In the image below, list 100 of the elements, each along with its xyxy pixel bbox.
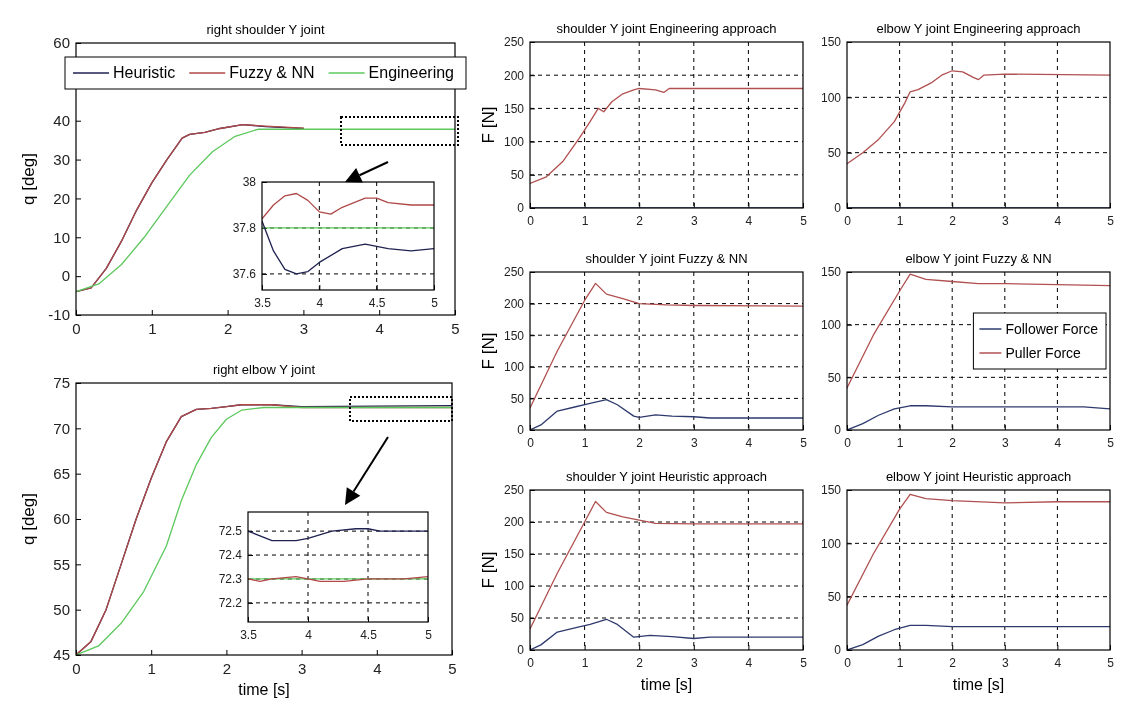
chart-title: elbow Y joint Heuristic approach — [885, 469, 1072, 484]
x-tick-label: 4.5 — [368, 295, 386, 310]
x-tick-label: 5 — [451, 319, 460, 337]
y-tick-label: 70 — [53, 419, 70, 437]
x-tick-label: 4 — [1054, 435, 1062, 450]
x-tick-label: 1 — [581, 435, 589, 450]
x-tick-label: 2 — [636, 435, 644, 450]
y-tick-label: 250 — [503, 483, 525, 498]
x-tick-label: 1 — [896, 435, 904, 450]
x-tick-label: 1 — [581, 655, 589, 670]
y-tick-label: 40 — [53, 112, 70, 130]
y-tick-label: 150 — [503, 547, 525, 562]
x-tick-label: 4 — [316, 295, 324, 310]
x-tick-label: 0 — [527, 435, 535, 450]
x-tick-label: 0 — [844, 213, 852, 228]
y-tick-label: 72.2 — [218, 596, 243, 611]
x-axis-title: time [s] — [640, 676, 693, 693]
y-tick-label: 72.4 — [218, 548, 243, 563]
y-tick-label: 200 — [503, 68, 525, 83]
chart-title: shoulder Y joint Engineering approach — [556, 21, 777, 36]
x-tick-label: 5 — [1107, 435, 1115, 450]
legend-label: Puller Force — [1005, 345, 1082, 361]
x-tick-label: 2 — [949, 655, 957, 670]
x-tick-label: 2 — [949, 213, 957, 228]
chart-title: shoulder Y joint Fuzzy & NN — [585, 251, 748, 266]
y-tick-label: 50 — [53, 600, 70, 618]
x-tick-label: 0 — [844, 655, 852, 670]
x-tick-label: 5 — [448, 659, 457, 677]
y-tick-label: 150 — [820, 265, 842, 280]
x-tick-label: 5 — [1107, 213, 1115, 228]
y-tick-label: 0 — [834, 643, 842, 658]
y-tick-label: 200 — [503, 515, 525, 530]
y-tick-label: 50 — [510, 391, 525, 406]
x-tick-label: 0 — [72, 659, 81, 677]
chart-title: elbow Y joint Fuzzy & NN — [905, 251, 1052, 266]
y-tick-label: 60 — [53, 510, 70, 528]
y-tick-label: 65 — [53, 464, 70, 482]
y-tick-label: 150 — [820, 35, 842, 50]
x-tick-label: 4 — [375, 319, 384, 337]
y-tick-label: 250 — [503, 35, 525, 50]
x-axis-title: time [s] — [238, 681, 290, 698]
y-tick-label: 100 — [503, 360, 525, 375]
y-axis-title: F [N] — [479, 551, 498, 589]
y-tick-label: 0 — [61, 267, 70, 285]
y-tick-label: 10 — [53, 228, 70, 246]
y-tick-label: 0 — [834, 201, 842, 216]
x-tick-label: 0 — [72, 319, 81, 337]
x-tick-label: 4 — [1054, 655, 1062, 670]
x-tick-label: 0 — [844, 435, 852, 450]
chart-title: shoulder Y joint Heuristic approach — [565, 469, 768, 484]
legend-label: Heuristic — [113, 64, 176, 81]
x-tick-label: 5 — [800, 213, 808, 228]
x-tick-label: 3.5 — [240, 627, 258, 642]
x-tick-label: 3 — [690, 655, 698, 670]
y-tick-label: 75 — [53, 374, 70, 392]
x-tick-label: 1 — [148, 319, 157, 337]
y-axis-title: F [N] — [479, 106, 498, 144]
x-tick-label: 3.5 — [254, 295, 272, 310]
y-axis-title: q [deg] — [19, 153, 38, 205]
y-tick-label: 100 — [820, 536, 842, 551]
y-tick-label: 100 — [820, 318, 842, 333]
y-tick-label: 55 — [53, 555, 70, 573]
legend-label: Fuzzy & NN — [229, 64, 315, 81]
x-tick-label: 3 — [690, 435, 698, 450]
y-tick-label: 45 — [53, 646, 70, 664]
x-tick-label: 4 — [745, 435, 753, 450]
chart-title: right elbow Y joint — [212, 362, 316, 377]
x-tick-label: 0 — [527, 655, 535, 670]
x-tick-label: 1 — [147, 659, 156, 677]
x-tick-label: 4 — [745, 655, 753, 670]
y-tick-label: 200 — [503, 296, 525, 311]
chart-title: elbow Y joint Engineering approach — [876, 21, 1081, 36]
x-tick-label: 4 — [305, 627, 313, 642]
x-tick-label: 3 — [1001, 213, 1009, 228]
y-tick-label: 0 — [517, 423, 525, 438]
x-tick-label: 1 — [896, 213, 904, 228]
x-tick-label: 5 — [800, 655, 808, 670]
y-tick-label: 150 — [503, 101, 525, 116]
y-axis-title: F [N] — [479, 332, 498, 370]
x-tick-label: 0 — [527, 213, 535, 228]
y-tick-label: 100 — [820, 90, 842, 105]
x-tick-label: 3 — [299, 319, 309, 337]
x-tick-label: 4 — [373, 659, 382, 677]
x-tick-label: 2 — [636, 213, 644, 228]
x-tick-label: 3 — [1001, 655, 1009, 670]
x-tick-label: 3 — [1001, 435, 1009, 450]
y-tick-label: 60 — [53, 34, 70, 52]
x-tick-label: 1 — [581, 213, 589, 228]
y-tick-label: 150 — [820, 483, 842, 498]
y-axis-title: q [deg] — [19, 493, 38, 545]
y-tick-label: 50 — [827, 370, 842, 385]
y-tick-label: 100 — [503, 579, 525, 594]
y-tick-label: 50 — [827, 146, 842, 161]
x-tick-label: 2 — [223, 319, 233, 337]
y-tick-label: 50 — [510, 168, 525, 183]
x-tick-label: 2 — [222, 659, 232, 677]
y-tick-label: 100 — [503, 134, 525, 149]
chart-title: right shoulder Y joint — [206, 22, 325, 37]
x-tick-label: 5 — [800, 435, 808, 450]
x-tick-label: 4.5 — [360, 627, 378, 642]
